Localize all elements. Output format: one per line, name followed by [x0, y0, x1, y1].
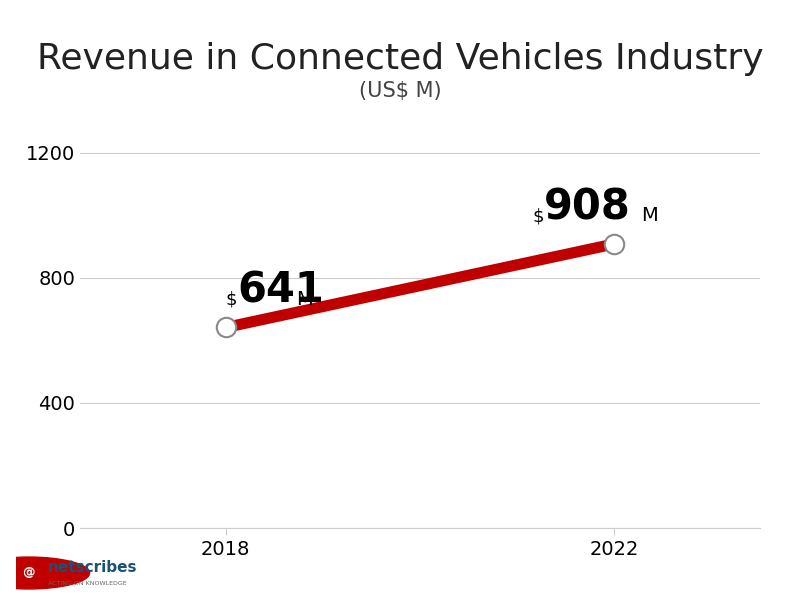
Text: 908: 908 — [544, 186, 631, 228]
Text: Revenue in Connected Vehicles Industry: Revenue in Connected Vehicles Industry — [37, 42, 763, 76]
Text: (US$ M): (US$ M) — [358, 81, 442, 101]
Text: @: @ — [22, 566, 35, 580]
Text: $: $ — [533, 207, 544, 225]
Text: 641: 641 — [238, 270, 324, 312]
Text: M: M — [296, 290, 313, 308]
Text: netscribes: netscribes — [48, 560, 138, 575]
Text: $: $ — [226, 290, 238, 308]
Text: ACTING ON KNOWLEDGE: ACTING ON KNOWLEDGE — [48, 581, 126, 586]
Text: M: M — [642, 206, 658, 225]
Circle shape — [0, 557, 90, 589]
